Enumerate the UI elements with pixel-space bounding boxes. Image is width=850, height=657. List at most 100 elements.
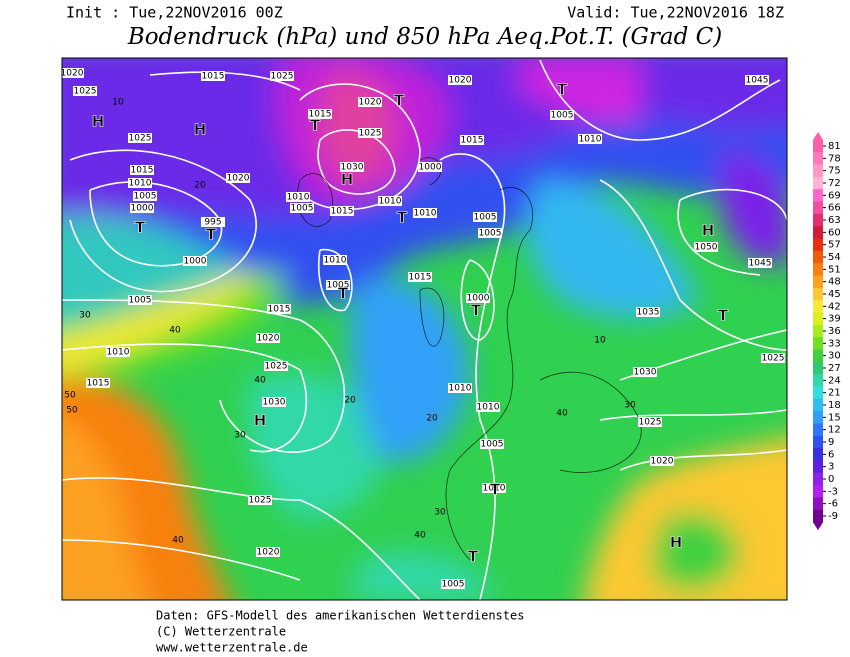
colorbar: 8178757269666360575451484542393633302724… [813,131,841,531]
colorbar-swatch [813,312,823,326]
pressure-label-bg [183,256,207,266]
colorbar-tick-label: 21 [828,388,841,399]
pressure-label: 1025 [359,129,382,139]
init-time: Init : Tue,22NOV2016 00Z [66,4,283,22]
pressure-label: 1035 [637,308,660,318]
colorbar-tick-label: 78 [828,153,841,164]
pressure-center: T [135,219,146,237]
pressure-label: 1020 [61,69,84,79]
pressure-label-bg [106,347,130,357]
pressure-label: 1005 [551,111,574,121]
colorbar-tick-label: 63 [828,215,841,226]
pressure-label-bg [128,133,152,143]
pressure-label: 1010 [379,197,402,207]
colorbar-tick-label: 42 [828,301,841,312]
pressure-label-bg [473,212,497,222]
pressure-center: H [92,113,105,131]
colorbar-swatch [813,509,823,523]
colorbar-tick-label: 54 [828,252,841,263]
pressure-center: H [670,534,683,552]
colorbar-swatch [813,275,823,289]
pressure-label: 1020 [227,174,250,184]
colorbar-swatch [813,201,823,215]
pressure-center: T [338,285,349,303]
pressure-label-bg [340,162,364,172]
colorbar-swatch [813,164,823,178]
pressure-label-bg [256,333,280,343]
colorbar-swatch [813,189,823,202]
colorbar-tick-label: 18 [828,400,841,411]
pressure-label-bg [441,579,465,589]
map-title: Bodendruck (hPa) und 850 hPa Aeq.Pot.T. … [127,24,722,50]
temperature-label: 30 [624,401,636,411]
pressure-label: 995 [204,218,221,228]
colorbar-swatch [813,139,823,153]
isobars [62,59,787,600]
pressure-label-bg [636,307,660,317]
pressure-label-bg [286,192,310,202]
pressure-label: 1025 [639,418,662,428]
temperature-label: 40 [556,409,568,419]
pressure-label-bg [86,378,110,388]
pressure-label: 1000 [419,163,442,173]
pressure-label-bg [761,353,785,363]
colorbar-swatch [813,374,823,387]
pressure-label: 1000 [184,257,207,267]
pressure-label-bg [128,295,152,305]
pressure-label-bg [633,367,657,377]
pressure-label: 1010 [324,256,347,266]
pressure-label: 1005 [134,192,157,202]
colorbar-tick-label: 9 [828,437,834,448]
colorbar-tick-label: 39 [828,314,841,325]
pressure-label: 1030 [341,163,364,173]
pressure-label-bg [745,75,769,85]
pressure-label: 1025 [129,134,152,144]
pressure-label: 1020 [651,457,674,467]
temperature-label: 20 [344,396,356,406]
pressure-label: 1045 [749,259,772,269]
pressure-label-bg [256,547,280,557]
colorbar-tick-label: 0 [828,474,834,485]
pressure-center: T [206,226,217,244]
pressure-label: 1025 [74,87,97,97]
pressure-center: T [471,302,482,320]
colorbar-swatch [813,423,823,437]
pressure-label: 1020 [257,548,280,558]
pressure-label: 1015 [202,72,225,82]
colorbar-tick-label: 33 [828,338,841,349]
colorbar-tick-label: 72 [828,178,841,189]
colorbar-tick-label: 48 [828,277,841,288]
colorbar-swatch [813,152,823,165]
pressure-center: H [194,121,207,139]
pressure-label: 1020 [449,76,472,86]
colorbar-tick-label: 3 [828,462,834,473]
colorbar-tick-label: 6 [828,449,834,460]
pressure-label: 1020 [257,334,280,344]
colorbar-swatch [813,324,823,338]
colorbar-swatch [813,472,823,486]
colorbar-swatch [813,485,823,498]
colorbar-swatch [813,349,823,363]
temperature-label: 20 [194,181,206,191]
pressure-label: 1015 [268,305,291,315]
colorbar-swatch [813,398,823,412]
temperature-label: 20 [426,414,438,424]
temperature-label: 30 [234,431,246,441]
pressure-label-bg [448,383,472,393]
pressure-label-bg [466,293,490,303]
pressure-center: T [310,117,321,135]
colorbar-swatch [813,300,823,313]
pressure-label-bg [358,128,382,138]
colorbar-cap [813,522,823,531]
pressure-label-bg [408,272,432,282]
pressure-label: 1005 [479,229,502,239]
pressure-label: 1015 [309,110,332,120]
pressure-label-bg [418,162,442,172]
colorbar-swatch [813,226,823,239]
pressure-label: 1000 [467,294,490,304]
pressure-label-bg [130,203,154,213]
pressure-label: 1015 [131,166,154,176]
pressure-label-bg [650,456,674,466]
colorbar-tick-label: 60 [828,227,841,238]
